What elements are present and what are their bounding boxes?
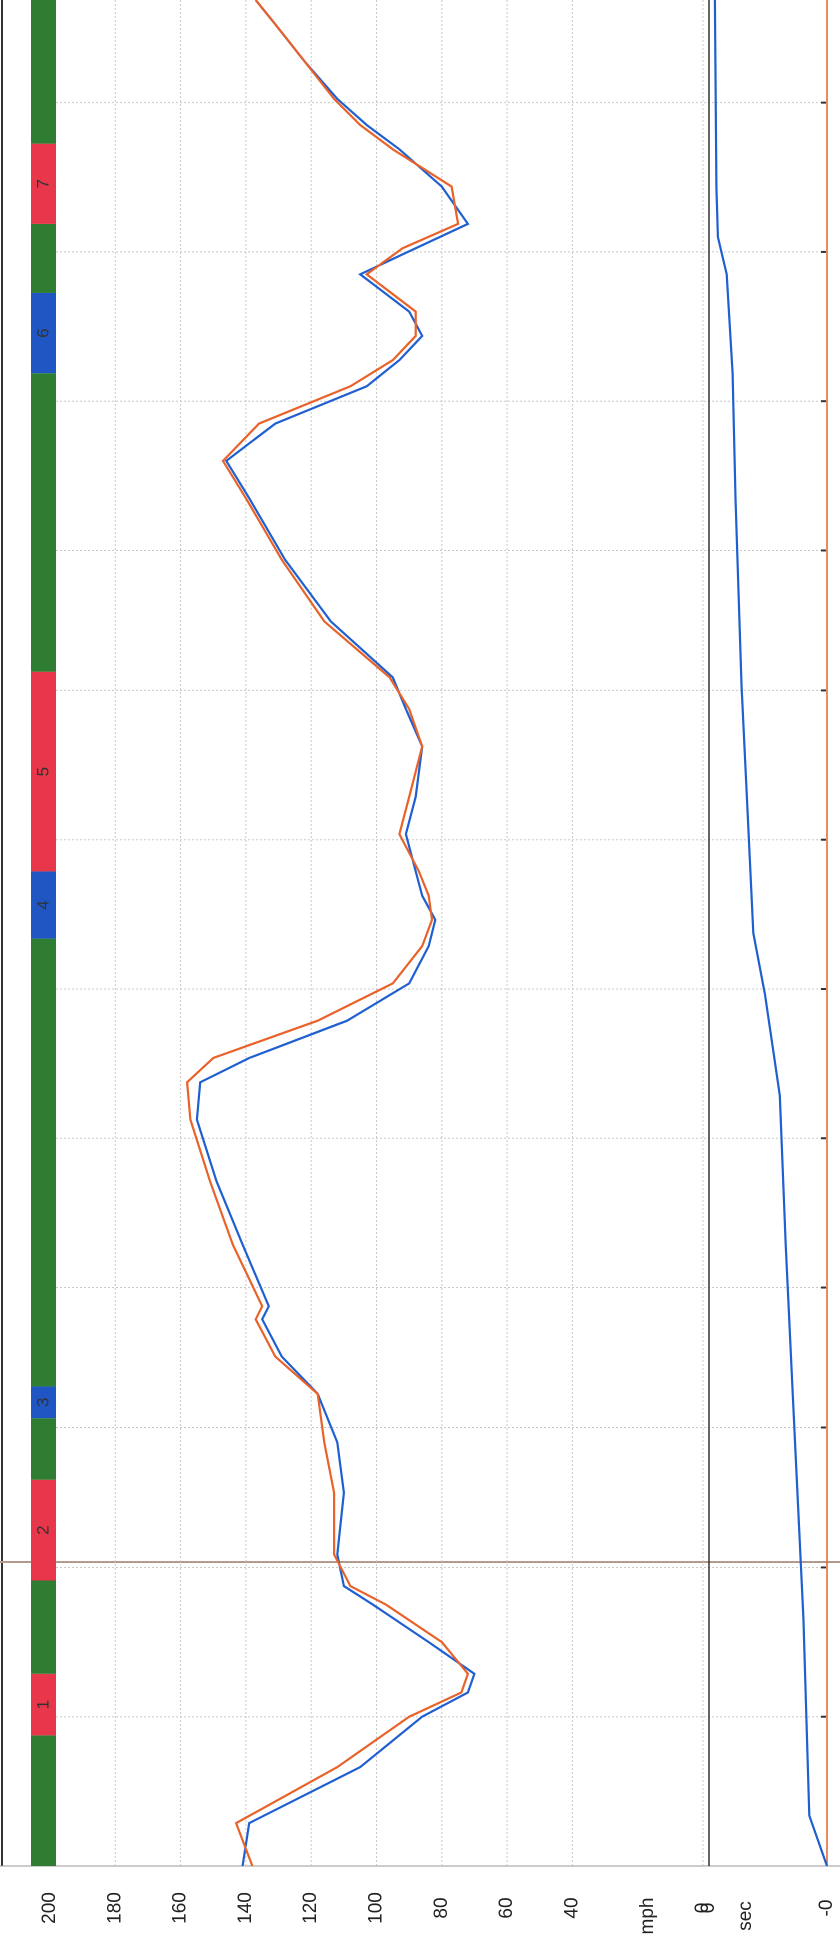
segment-label: 7 [33,179,52,188]
segment [31,1418,56,1480]
segment [31,1673,56,1736]
speed-line [185,0,470,1867]
y-tick-label: 40 [561,1897,582,1918]
y-axis-label: mph [637,1898,658,1935]
y-tick-label: 60 [496,1897,517,1918]
segment [31,223,56,293]
segment-label: 2 [33,1525,52,1534]
y-tick-label: 120 [300,1892,321,1924]
segment [31,1386,56,1419]
y2-tick-label: 0 [698,1903,719,1914]
y-tick-label: 160 [170,1892,191,1924]
segment [31,143,56,224]
segment-label: 5 [33,767,52,776]
y-tick-label: 0 [692,1903,713,1914]
segment-label: 3 [33,1398,52,1407]
segment-label: 6 [33,328,52,337]
segment [31,938,56,1387]
y-tick-label: 80 [431,1897,452,1918]
y2-axis-label: sec [735,1901,756,1931]
y-tick-label: 100 [366,1892,387,1924]
y-tick-label: 200 [39,1892,60,1924]
segment-label: 1 [33,1700,52,1709]
segment [31,0,56,144]
segment-label: 4 [33,900,52,909]
segment [31,871,56,939]
y-tick-label: 140 [235,1892,256,1924]
y-tick-label: 180 [104,1892,125,1924]
y2-tick-label: -0 [816,1900,837,1917]
segment [31,1735,56,1866]
segment [31,373,56,672]
segment [31,1580,56,1674]
segment [31,292,56,374]
segment [31,1479,56,1581]
delta-line [713,0,829,1867]
segment [31,671,56,872]
speed-line [195,0,476,1867]
